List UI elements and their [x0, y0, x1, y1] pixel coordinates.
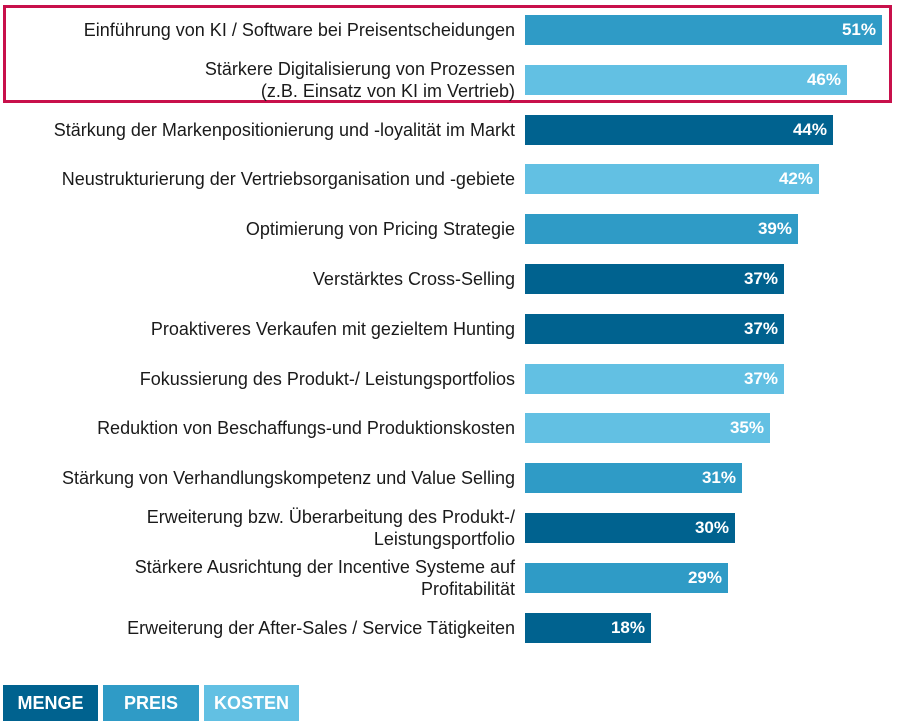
bar-4: 39%: [525, 214, 798, 245]
bar-value-label: 18%: [610, 617, 645, 637]
bar-value-label: 29%: [687, 567, 722, 587]
bar-3: 42%: [525, 164, 819, 195]
category-label-11: Stärkere Ausrichtung der Incentive Syste…: [0, 556, 515, 600]
category-label-8: Reduktion von Beschaffungs-und Produktio…: [0, 417, 515, 439]
bar-value-label: 44%: [792, 119, 827, 139]
bar-1: 46%: [525, 64, 847, 95]
category-label-line: Fokussierung des Produkt-/ Leistungsport…: [139, 368, 515, 389]
category-label-12: Erweiterung der After-Sales / Service Tä…: [0, 617, 515, 639]
category-label-line: Erweiterung der After-Sales / Service Tä…: [127, 617, 515, 638]
highlight-box: [3, 5, 892, 103]
bar-6: 37%: [525, 313, 784, 344]
bar-value-label: 37%: [743, 269, 778, 288]
bar-7: 37%: [525, 363, 784, 394]
bar-value-label: 31%: [701, 468, 736, 488]
category-label-line: (z.B. Einsatz von KI im Vertrieb): [260, 80, 515, 101]
bar-value-label: 42%: [778, 169, 813, 189]
category-label-line: Optimierung von Pricing Strategie: [245, 219, 515, 240]
category-label-line: Stärkung der Markenpositionierung und -l…: [53, 119, 515, 140]
category-label-line: Proaktiveres Verkaufen mit gezieltem Hun…: [150, 318, 515, 339]
category-label-line: Erweiterung bzw. Überarbeitung des Produ…: [146, 507, 515, 527]
category-label-3: Neustrukturierung der Vertriebsorganisat…: [0, 168, 515, 190]
bar-9: 31%: [525, 463, 742, 494]
category-label-5: Verstärktes Cross-Selling: [0, 268, 515, 290]
legend-item-preis: PREIS: [103, 685, 199, 721]
category-label-7: Fokussierung des Produkt-/ Leistungsport…: [0, 368, 515, 390]
category-label-line: Reduktion von Beschaffungs-und Produktio…: [97, 418, 515, 439]
bar-2: 44%: [525, 114, 833, 145]
category-label-line: Stärkere Digitalisierung von Prozessen: [204, 58, 515, 79]
bar-11: 29%: [525, 562, 728, 593]
category-label-line: Stärkere Ausrichtung der Incentive Syste…: [134, 556, 515, 577]
legend-item-kosten: KOSTEN: [204, 685, 299, 721]
bar-value-label: 51%: [841, 20, 876, 39]
category-label-4: Optimierung von Pricing Strategie: [0, 218, 515, 240]
category-label-1: Stärkere Digitalisierung von Prozessen (z…: [0, 58, 515, 102]
category-label-line: Neustrukturierung der Vertriebsorganisat…: [61, 169, 515, 190]
category-label-10: Erweiterung bzw. Überarbeitung des Produ…: [0, 506, 515, 550]
category-label-line: Verstärktes Cross-Selling: [312, 269, 515, 289]
bar-value-label: 39%: [757, 219, 792, 239]
category-label-9: Stärkung von Verhandlungskompetenz und V…: [0, 467, 515, 489]
category-label-line: Stärkung von Verhandlungskompetenz und V…: [62, 468, 515, 489]
bar-10: 30%: [525, 513, 735, 543]
category-label-line: Profitabilität: [420, 578, 515, 599]
bar-value-label: 37%: [743, 318, 778, 338]
bar-value-label: 46%: [806, 69, 841, 89]
bar-value-label: 35%: [729, 418, 764, 438]
bar-5: 37%: [525, 264, 784, 294]
bar-12: 18%: [525, 612, 651, 643]
bar-8: 35%: [525, 413, 770, 444]
bar-0: 51%: [525, 15, 882, 45]
category-label-2: Stärkung der Markenpositionierung und -l…: [0, 119, 515, 141]
category-label-line: Einführung von KI / Software bei Preisen…: [83, 20, 515, 40]
bar-value-label: 30%: [694, 518, 729, 537]
legend-item-menge: MENGE: [3, 685, 98, 721]
category-label-6: Proaktiveres Verkaufen mit gezieltem Hun…: [0, 318, 515, 340]
category-label-line: Leistungsportfolio: [373, 529, 515, 549]
category-label-0: Einführung von KI / Software bei Preisen…: [0, 19, 515, 41]
bar-value-label: 37%: [743, 368, 778, 388]
